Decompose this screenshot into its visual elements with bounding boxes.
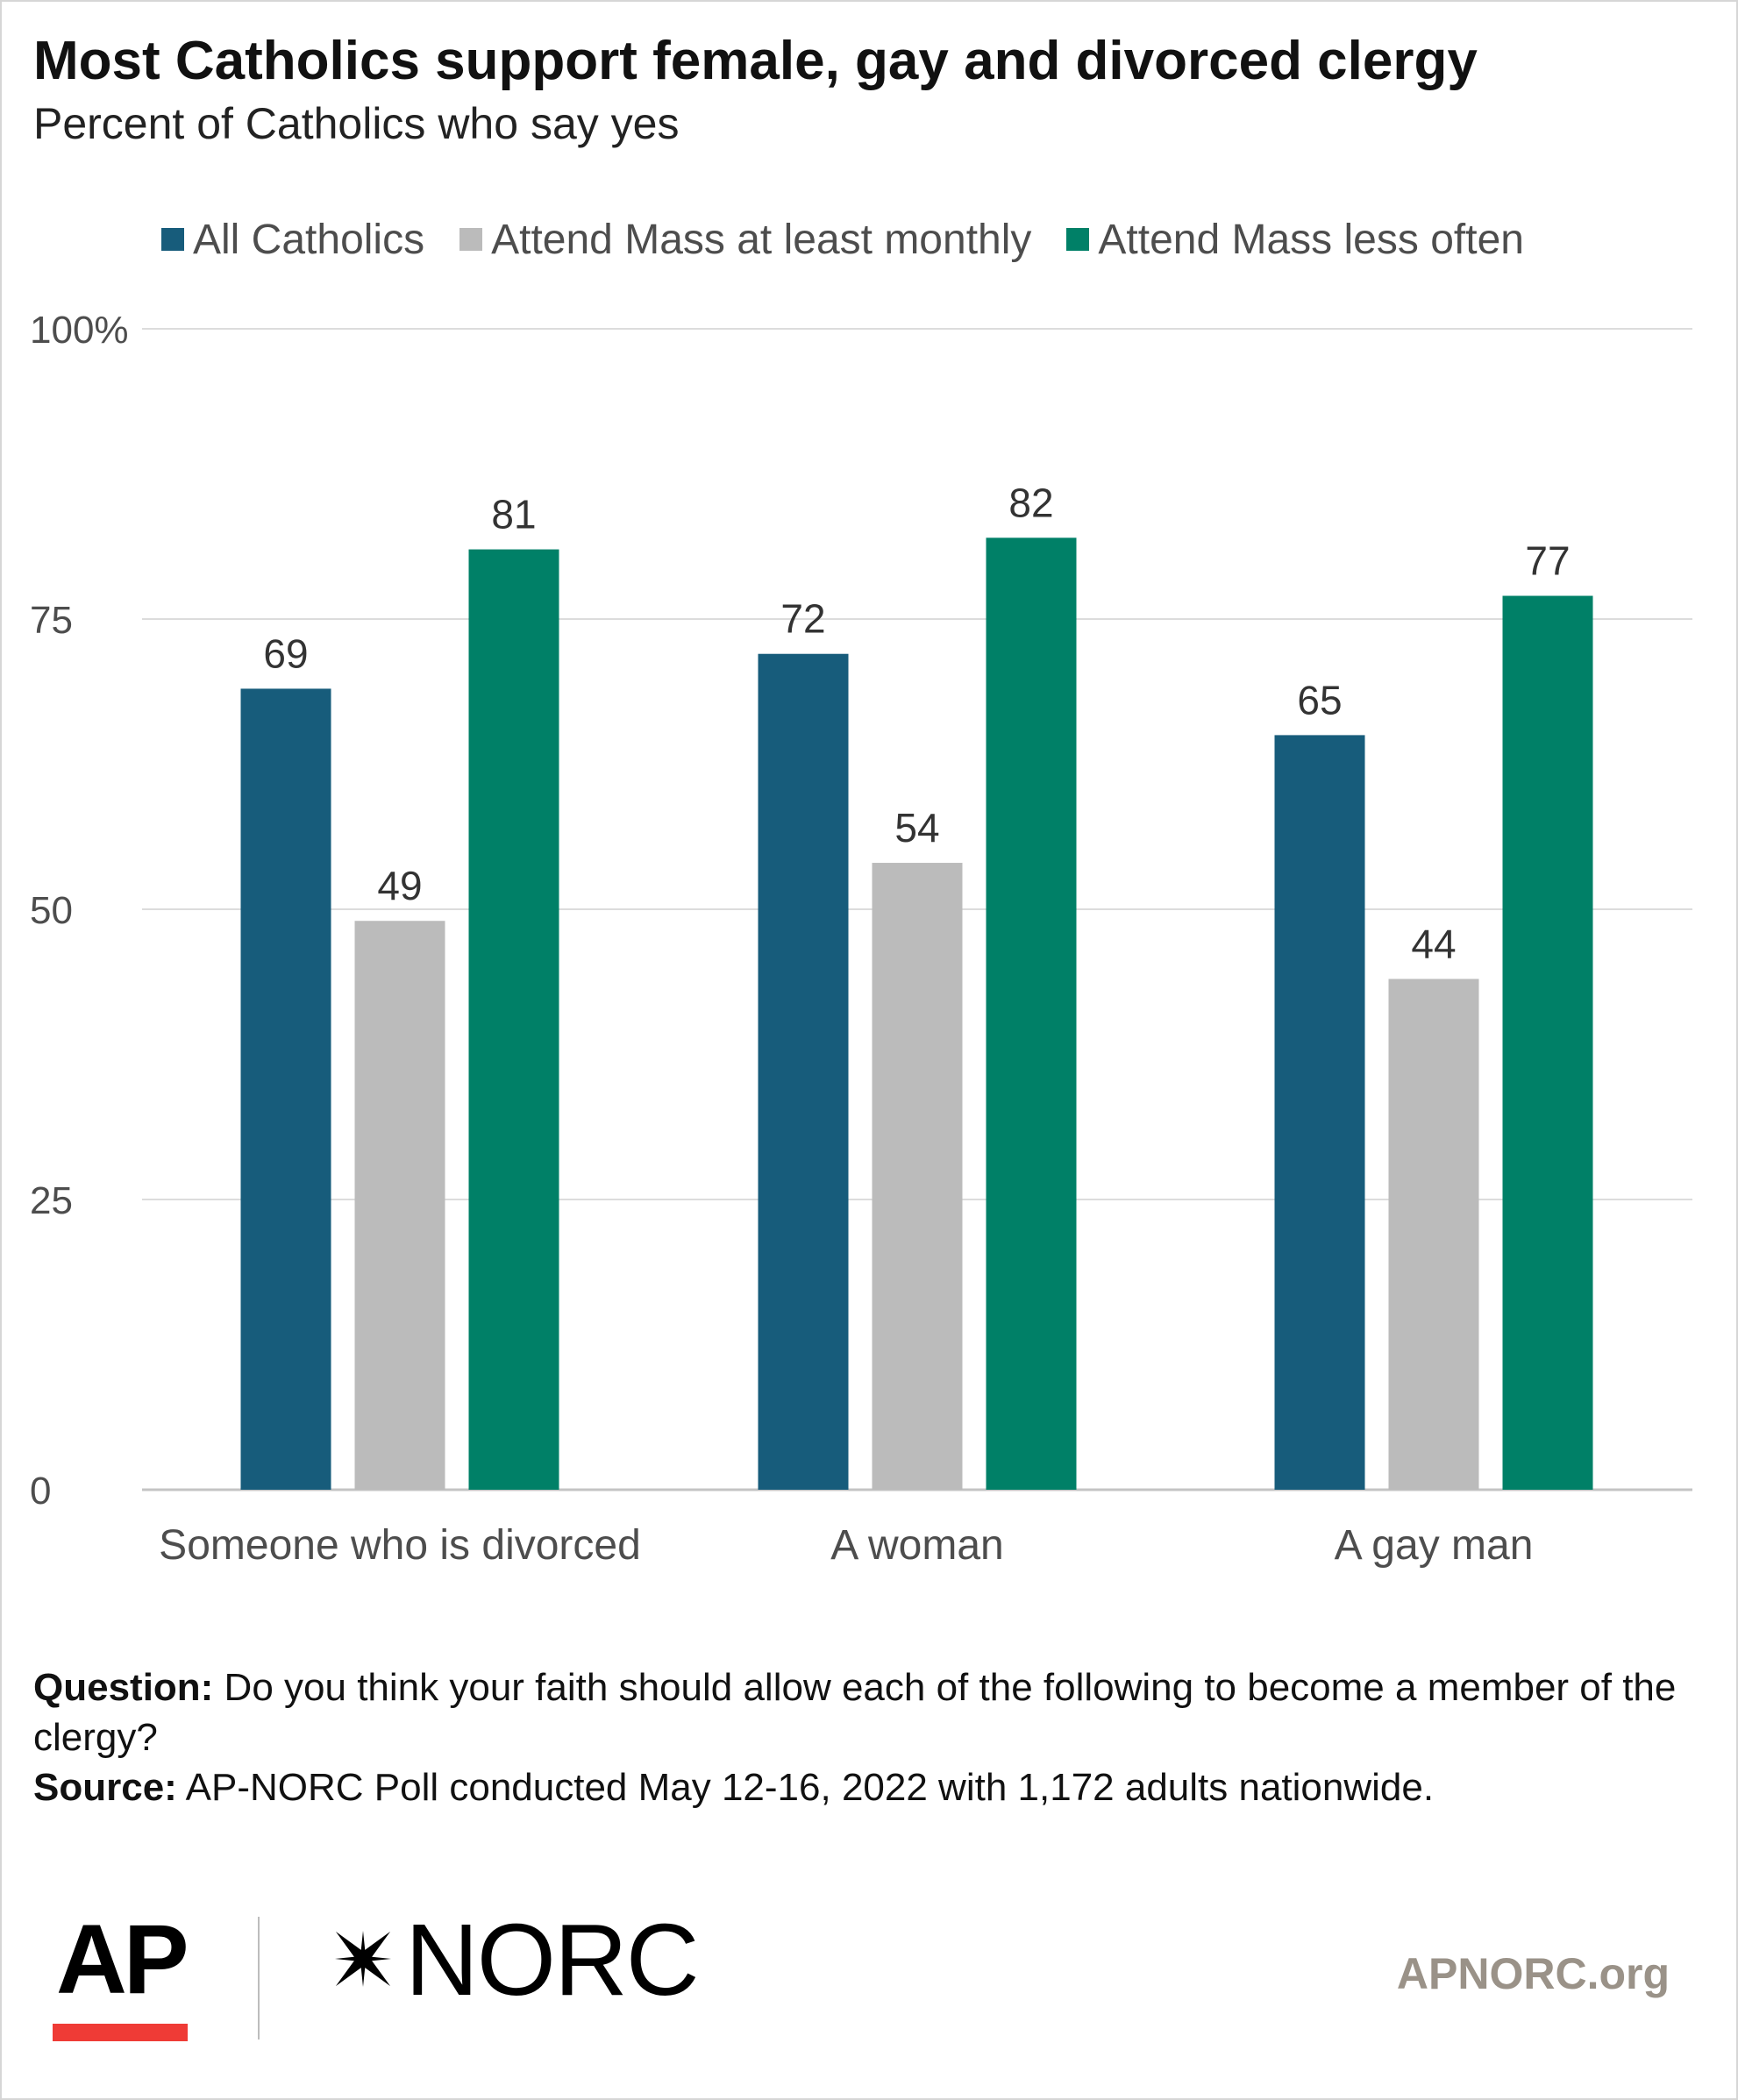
- bar-chart: 0 25 50 75 100% 69 49 81 72 54 82 65 44 77 Someone w…: [30, 309, 1692, 1569]
- bar-1-1: [872, 863, 963, 1490]
- norc-logo: NORC: [405, 1903, 700, 2017]
- category-label-2: A gay man: [1335, 1522, 1534, 1569]
- chart-subtitle: Percent of Catholics who say yes: [33, 99, 680, 148]
- bars: [240, 537, 1593, 1490]
- data-label-1-1: 54: [894, 805, 939, 851]
- legend-label-monthly: Attend Mass at least monthly: [491, 216, 1032, 263]
- source-text: AP-NORC Poll conducted May 12-16, 2022 w…: [176, 1766, 1435, 1809]
- data-label-0-2: 81: [491, 492, 536, 537]
- source-label: Source:: [33, 1766, 177, 1809]
- category-label-1: A woman: [830, 1522, 1003, 1569]
- legend-item-all-catholics: All Catholics: [161, 216, 424, 264]
- logo-divider: [258, 1917, 260, 2039]
- chart-notes: Question: Do you think your faith should…: [33, 1662, 1682, 1812]
- legend: All Catholics Attend Mass at least month…: [161, 216, 1524, 263]
- data-label-1-2: 82: [1008, 480, 1053, 525]
- chart-title: Most Catholics support female, gay and d…: [33, 31, 1478, 91]
- data-label-2-2: 77: [1525, 538, 1570, 584]
- legend-swatch-less-often: [1066, 228, 1090, 251]
- legend-label-all-catholics: All Catholics: [193, 216, 425, 263]
- data-label-1-0: 72: [780, 596, 825, 642]
- source-note: Source: AP-NORC Poll conducted May 12-16…: [33, 1762, 1682, 1812]
- data-labels: 69 49 81 72 54 82 65 44 77: [263, 480, 1570, 966]
- data-label-0-1: 49: [377, 863, 422, 908]
- bar-1-2: [986, 537, 1077, 1490]
- legend-item-less-often: Attend Mass less often: [1066, 216, 1524, 264]
- bar-2-1: [1388, 979, 1479, 1490]
- x-axis-categories: Someone who is divorced A woman A gay man: [159, 1522, 1533, 1569]
- category-label-0: Someone who is divorced: [159, 1522, 641, 1569]
- bar-0-1: [354, 921, 445, 1490]
- legend-item-monthly: Attend Mass at least monthly: [459, 216, 1031, 264]
- bar-0-2: [468, 549, 559, 1490]
- bar-2-2: [1502, 595, 1593, 1490]
- legend-label-less-often: Attend Mass less often: [1098, 216, 1524, 263]
- y-tick-label-100: 100%: [30, 309, 129, 352]
- question-note: Question: Do you think your faith should…: [33, 1662, 1682, 1762]
- site-url: APNORC.org: [1396, 1949, 1670, 1998]
- y-tick-label-50: 50: [30, 889, 73, 932]
- bar-1-0: [758, 653, 849, 1490]
- data-label-2-0: 65: [1297, 677, 1342, 723]
- legend-swatch-all-catholics: [161, 228, 184, 251]
- ap-logo-bar: [53, 2024, 188, 2041]
- y-tick-label-0: 0: [30, 1470, 51, 1513]
- bar-2-0: [1274, 735, 1365, 1490]
- data-label-2-1: 44: [1411, 921, 1456, 966]
- ap-logo: AP: [56, 1904, 189, 2014]
- y-axis-ticks: 0 25 50 75 100%: [30, 309, 129, 1513]
- data-label-0-0: 69: [263, 630, 308, 676]
- y-tick-label-25: 25: [30, 1179, 73, 1222]
- legend-swatch-monthly: [459, 228, 483, 251]
- y-tick-label-75: 75: [30, 599, 73, 642]
- question-label: Question:: [33, 1666, 214, 1709]
- bar-0-0: [240, 688, 331, 1490]
- norc-star-icon: [335, 1931, 391, 1987]
- question-text: Do you think your faith should allow eac…: [33, 1666, 1677, 1759]
